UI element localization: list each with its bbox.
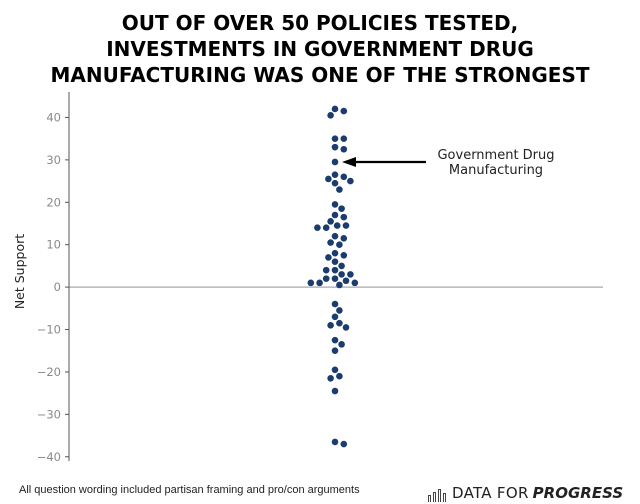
data-point xyxy=(316,279,323,287)
chart-title-line: MANUFACTURING WAS ONE OF THE STRONGEST xyxy=(50,63,590,87)
data-point xyxy=(322,266,330,274)
annotation-label: Government Drug xyxy=(437,148,554,163)
data-point xyxy=(340,107,348,115)
data-point xyxy=(307,279,315,287)
data-point xyxy=(333,222,341,229)
data-point xyxy=(331,211,339,219)
data-point xyxy=(331,232,339,240)
data-point xyxy=(331,347,339,355)
footnote: All question wording included partisan f… xyxy=(19,484,360,496)
bar-chart-icon xyxy=(428,488,446,502)
data-point xyxy=(342,222,350,229)
data-point xyxy=(331,266,339,274)
data-point xyxy=(325,175,332,183)
data-point xyxy=(331,143,339,151)
data-point xyxy=(331,171,339,179)
data-point xyxy=(342,277,350,285)
data-point xyxy=(327,112,334,119)
brand-logo: DATA FOR PROGRESS xyxy=(428,480,623,502)
data-point xyxy=(340,440,348,448)
y-tick-label: 40 xyxy=(46,110,61,124)
annotation-arrow-head xyxy=(342,156,356,167)
data-point xyxy=(336,186,343,193)
y-tick-label: 30 xyxy=(46,153,61,167)
brand-text-data-for: DATA FOR xyxy=(452,484,529,502)
data-point xyxy=(340,235,348,242)
data-point xyxy=(331,336,339,344)
data-point xyxy=(327,218,334,225)
data-point xyxy=(331,300,339,308)
annotation-label: Manufacturing xyxy=(449,163,543,178)
y-tick-label: −10 xyxy=(37,323,61,337)
chart-title: OUT OF OVER 50 POLICIES TESTED, INVESTME… xyxy=(0,10,640,88)
y-tick-label: −30 xyxy=(37,407,61,421)
data-point xyxy=(351,279,359,287)
data-point xyxy=(314,224,321,232)
data-point xyxy=(340,135,348,142)
data-point xyxy=(342,324,350,331)
data-point xyxy=(336,281,343,289)
data-point xyxy=(331,135,339,142)
data-point xyxy=(340,173,348,181)
data-point xyxy=(331,313,339,321)
data-point xyxy=(331,201,339,208)
data-point xyxy=(336,241,343,248)
data-point xyxy=(331,438,339,446)
data-point xyxy=(340,213,348,221)
data-point xyxy=(338,271,345,278)
data-point xyxy=(336,307,343,314)
y-tick-label: 0 xyxy=(54,280,61,294)
data-point xyxy=(325,254,332,261)
chart-title-line: OUT OF OVER 50 POLICIES TESTED, xyxy=(121,11,519,35)
data-point xyxy=(331,105,339,113)
y-tick-label: 20 xyxy=(46,195,61,209)
data-point xyxy=(327,374,334,382)
data-point xyxy=(331,258,339,265)
y-axis-label: Net Support xyxy=(12,234,27,309)
data-point xyxy=(338,205,345,212)
data-point xyxy=(336,319,343,327)
y-tick-label: −40 xyxy=(37,450,61,464)
data-point xyxy=(327,321,334,329)
data-point xyxy=(338,262,345,270)
data-point xyxy=(340,251,348,259)
data-point xyxy=(331,366,339,374)
y-tick-label: 10 xyxy=(46,238,61,252)
data-point xyxy=(347,177,354,185)
data-point xyxy=(331,158,339,166)
chart-title-line: INVESTMENTS IN GOVERNMENT DRUG xyxy=(106,37,534,61)
data-point xyxy=(327,239,334,246)
data-point xyxy=(347,271,354,278)
data-point xyxy=(340,145,348,153)
data-point xyxy=(336,372,343,380)
data-point xyxy=(331,249,339,257)
data-point xyxy=(331,275,339,282)
data-point xyxy=(331,179,339,187)
data-point xyxy=(331,387,339,395)
y-tick-label: −20 xyxy=(37,365,61,379)
data-point xyxy=(322,224,330,232)
data-point xyxy=(338,341,345,348)
data-point xyxy=(322,275,330,282)
brand-text-progress: PROGRESS xyxy=(532,484,624,502)
